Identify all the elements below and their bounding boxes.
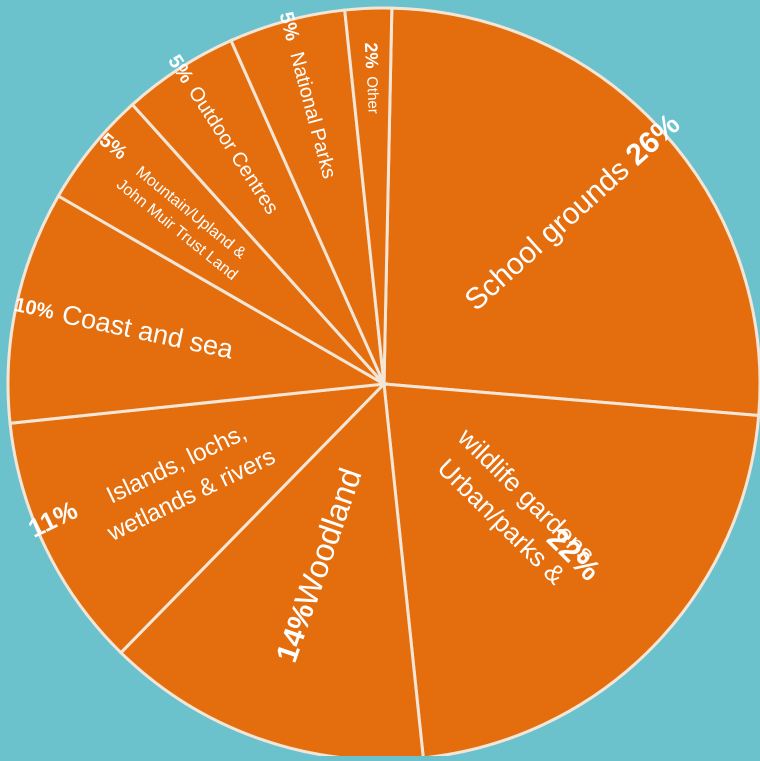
pie-slice bbox=[343, 6, 394, 385]
pie-slices bbox=[6, 6, 760, 761]
pie-slice bbox=[382, 6, 760, 418]
slice-label-group: 2% Other bbox=[361, 42, 382, 114]
slice-category-label: Other bbox=[363, 76, 382, 114]
pie-slice bbox=[8, 382, 388, 655]
pie-slice bbox=[382, 382, 760, 760]
slice-percent-label: 2% bbox=[361, 42, 382, 69]
pie-slice bbox=[6, 193, 389, 425]
